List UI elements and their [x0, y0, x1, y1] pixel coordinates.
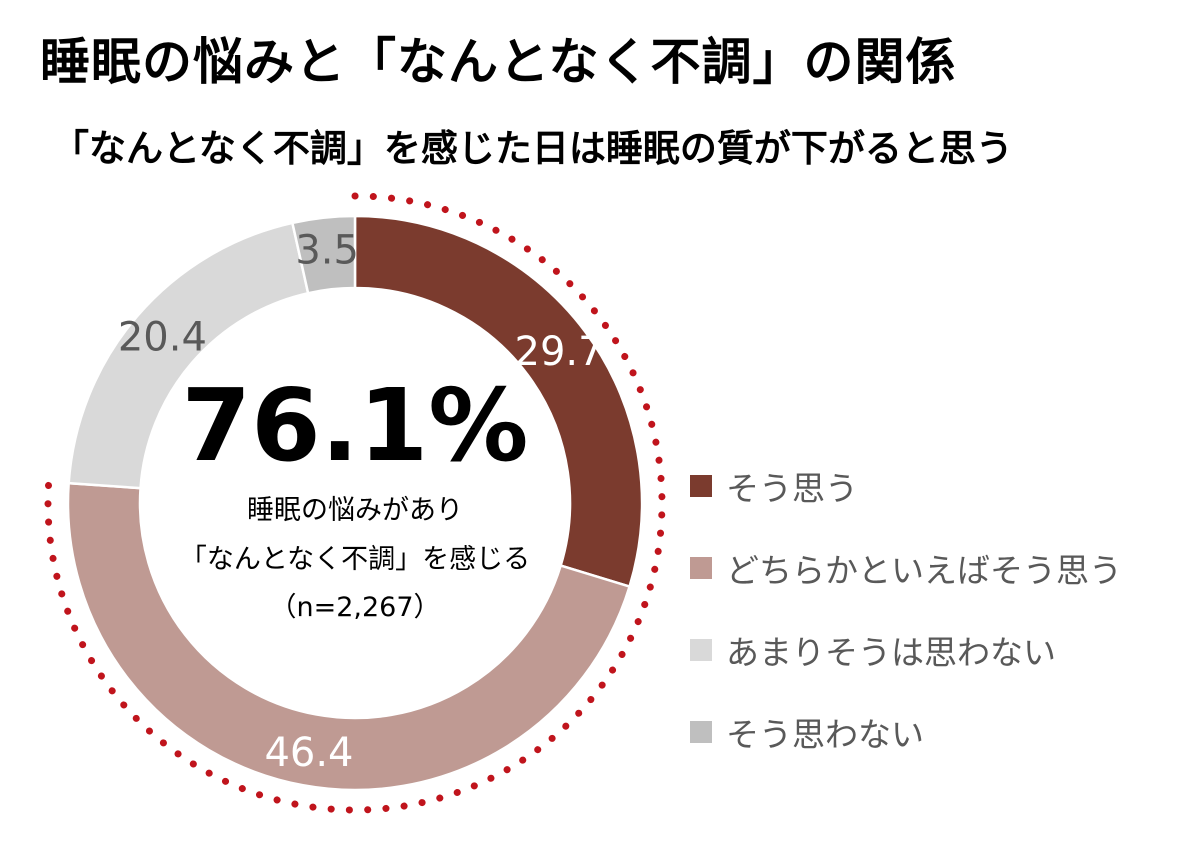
legend-item: あまりそうは思わない [690, 609, 1122, 691]
donut-slice [353, 214, 644, 589]
center-percentage: 76.1% [181, 367, 529, 484]
highlight-dotted-outline [44, 192, 666, 814]
legend-label: あまりそうは思わない [726, 633, 1056, 672]
legend-item: どちらかといえばそう思う [690, 527, 1122, 609]
center-caption-sample-size: （n=2,267） [269, 592, 441, 623]
legend-item: そう思わない [690, 691, 1122, 773]
chart-subtitle: 「なんとなく不調」を感じた日は睡眠の質が下がると思う [52, 127, 1013, 170]
legend-item: そう思う [690, 445, 1122, 527]
data-label: 20.4 [118, 314, 207, 360]
legend-label: どちらかといえばそう思う [726, 551, 1122, 590]
legend-swatch [690, 557, 712, 579]
legend-label: そう思う [726, 469, 858, 508]
center-caption-line2: 「なんとなく不調」を感じる [179, 544, 531, 575]
legend-swatch [690, 475, 712, 497]
data-label: 29.7 [515, 329, 604, 375]
legend-swatch [690, 721, 712, 743]
center-caption-line1: 睡眠の悩みがあり [247, 495, 463, 526]
legend: そう思う どちらかといえばそう思う あまりそうは思わない そう思わない [690, 445, 1122, 773]
data-label: 3.5 [295, 228, 359, 274]
donut-slice [66, 481, 632, 792]
data-label: 46.4 [264, 730, 353, 776]
legend-label: そう思わない [726, 715, 924, 754]
legend-swatch [690, 639, 712, 661]
donut-slice [290, 214, 357, 295]
chart-title: 睡眠の悩みと「なんとなく不調」の関係 [40, 33, 957, 91]
